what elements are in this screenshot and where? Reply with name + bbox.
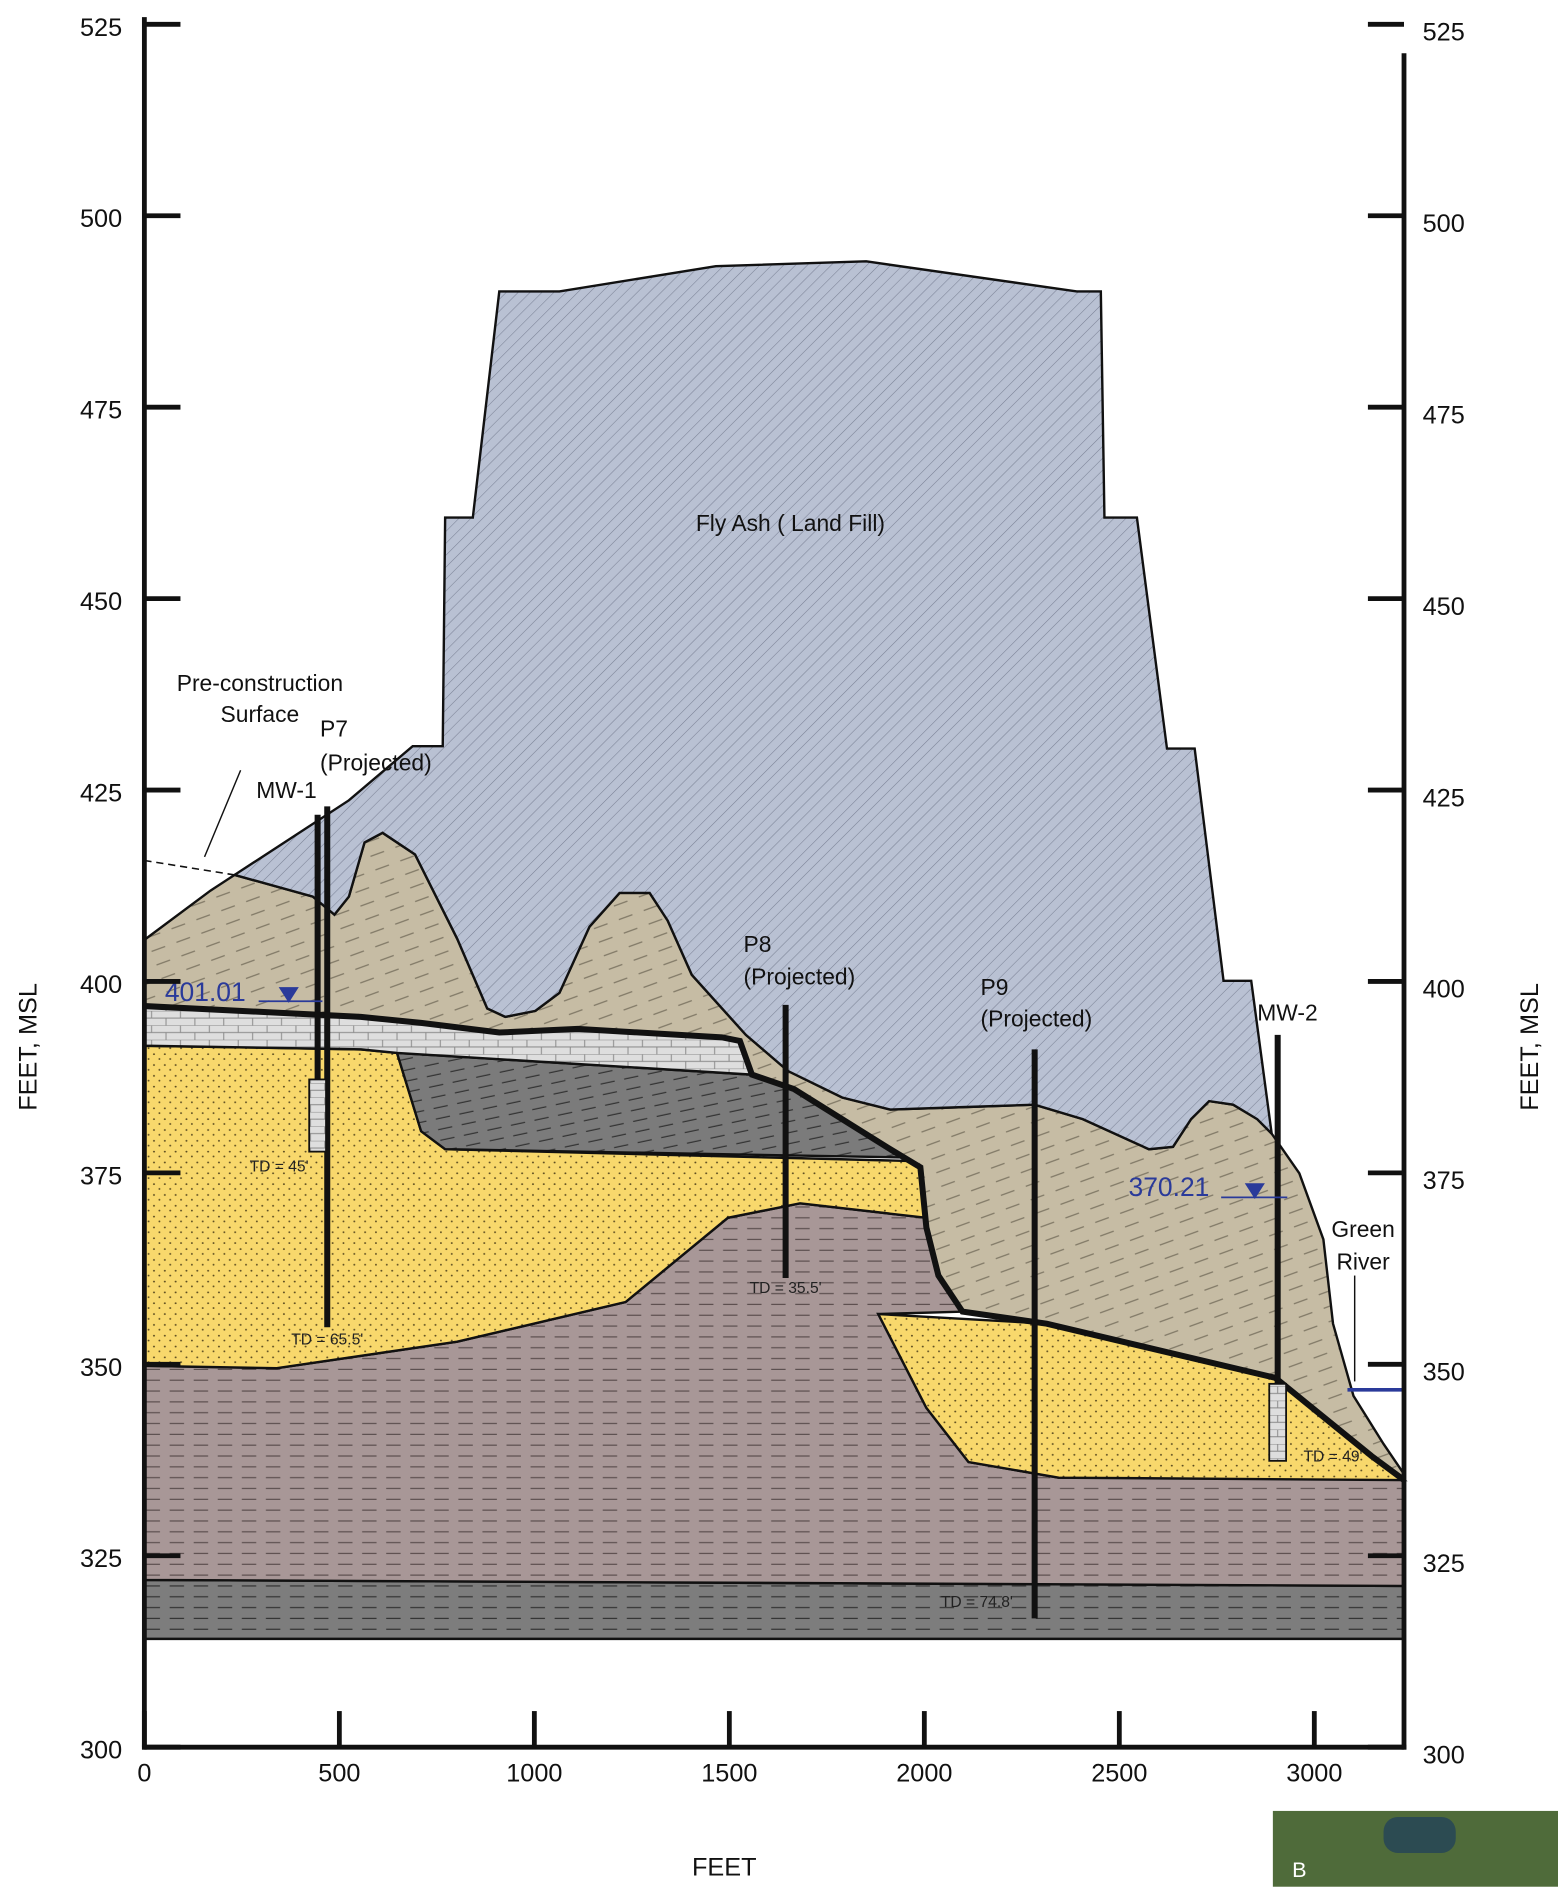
y-tick-label: 525 [80,14,122,42]
well-label: MW-1 [256,777,317,803]
well-label: MW-2 [1257,1000,1318,1026]
strata [144,261,1404,1639]
water-level: 370.21 [1128,1172,1209,1202]
x-tick-label: 1000 [506,1760,562,1788]
y-axis-title: FEET, MSL [1516,983,1544,1111]
total-depth: TD = 74.8' [941,1594,1013,1611]
y-tick-label: 325 [1423,1550,1465,1578]
y-tick-label: 300 [80,1737,122,1765]
x-tick-label: 3000 [1286,1760,1342,1788]
x-tick-label: 2000 [896,1760,952,1788]
cross-section: 401.01 370.21 Fly Ash ( Land Fill) Pre-c… [0,0,1558,1887]
y-tick-label: 475 [80,397,122,425]
well-note: (Projected) [981,1006,1093,1032]
y-tick-label: 400 [80,971,122,999]
y-tick-label: 500 [1423,210,1465,238]
x-axis-title: FEET [692,1853,757,1881]
y-tick-label: 375 [1423,1167,1465,1195]
annotation: Pre-construction [177,670,343,696]
total-depth: TD = 65.5' [291,1332,363,1349]
y-tick-label: 300 [1423,1741,1465,1769]
total-depth: TD = 35.5' [750,1280,822,1297]
page: {"axes":{"x_title":"FEET","y_title":"FEE… [0,0,1558,1887]
x-tick-label: 1500 [701,1760,757,1788]
y-tick-label: 350 [1423,1359,1465,1387]
y-tick-label: 450 [80,588,122,616]
y-tick-label: 425 [80,780,122,808]
total-depth: TD = 45' [250,1158,309,1175]
well-label: P8 [744,931,772,957]
well-label: P7 [320,716,348,742]
x-tick-label: 0 [137,1760,151,1788]
well-screen [309,1079,326,1151]
y-tick-label: 425 [1423,784,1465,812]
y-tick-label: 475 [1423,401,1465,429]
y-tick-label: 325 [80,1545,122,1573]
total-depth: TD = 49' [1304,1448,1363,1465]
annotation: Green [1331,1216,1395,1242]
y-axis-title: FEET, MSL [15,983,43,1111]
well-label: P9 [981,974,1009,1000]
layer-label: Fly Ash ( Land Fill) [696,510,885,536]
map-inset-label: B [1292,1857,1306,1882]
x-tick-label: 2500 [1091,1760,1147,1788]
y-tick-label: 500 [80,205,122,233]
well-screen [1269,1384,1286,1461]
y-tick-label: 450 [1423,593,1465,621]
y-tick-label: 350 [80,1354,122,1382]
y-tick-label: 525 [1423,19,1465,47]
annotation: River [1336,1249,1390,1275]
dark-shale-layer [144,1580,1404,1639]
map-water [1384,1817,1456,1853]
annotation: Surface [221,701,300,727]
y-tick-label: 375 [80,1162,122,1190]
y-tick-label: 400 [1423,976,1465,1004]
well-note: (Projected) [320,749,432,775]
leader [205,770,241,857]
x-tick-label: 500 [318,1760,360,1788]
well-note: (Projected) [744,963,856,989]
pre-construction-surface [144,860,234,874]
